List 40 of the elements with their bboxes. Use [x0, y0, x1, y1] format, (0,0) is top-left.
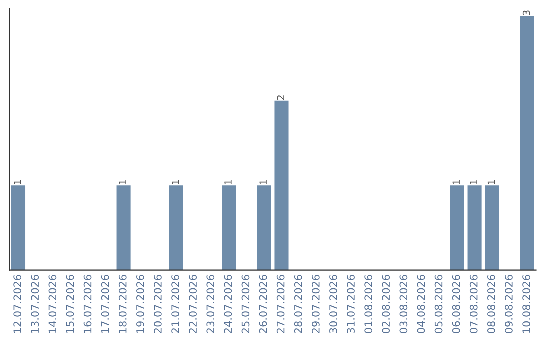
x-tick-label: 27.07.2026: [276, 275, 285, 334]
data-label: 1: [260, 180, 267, 185]
data-label: 1: [119, 180, 126, 185]
x-tick-label: 24.07.2026: [224, 275, 232, 334]
x-tick-label: 02.08.2026: [382, 275, 390, 334]
x-tick-label: 28.07.2026: [294, 275, 302, 334]
data-label: 3: [522, 10, 530, 16]
x-tick-label: 18.07.2026: [118, 275, 127, 333]
x-tick-label: 15.07.2026: [66, 275, 74, 333]
data-label: 2: [277, 96, 284, 100]
x-tick-label: 12.07.2026: [14, 275, 22, 333]
x-tick-label: 19.07.2026: [136, 275, 144, 333]
data-label: 1: [224, 180, 232, 185]
x-tick-label: 13.07.2026: [31, 275, 40, 333]
x-tick-label: 23.07.2026: [206, 275, 215, 334]
x-tick-label: 03.08.2026: [400, 275, 408, 334]
x-tick-label: 22.07.2026: [189, 275, 198, 334]
x-tick-label: 10.08.2026: [522, 275, 530, 333]
data-label: 1: [452, 180, 460, 185]
x-tick-label: 31.07.2026: [347, 275, 355, 334]
x-tick-label: 01.08.2026: [364, 275, 373, 334]
x-tick-label: 21.07.2026: [172, 275, 180, 334]
x-tick-label: 16.07.2026: [84, 275, 92, 333]
x-tick-label: 25.07.2026: [242, 275, 250, 334]
data-label: 1: [14, 180, 22, 185]
x-tick-label: 14.07.2026: [48, 275, 57, 333]
x-tick-label: 05.08.2026: [434, 275, 443, 334]
x-tick-label: 08.08.2026: [487, 275, 496, 334]
x-tick-label: 06.08.2026: [452, 275, 460, 334]
x-tick-label: 17.07.2026: [101, 275, 110, 333]
x-tick-label: 09.08.2026: [505, 275, 513, 334]
x-tick-label: 07.08.2026: [470, 275, 478, 334]
data-label: 1: [488, 180, 496, 185]
x-tick-label: 04.08.2026: [417, 275, 426, 334]
data-label: 1: [172, 180, 180, 185]
x-tick-label: 29.07.2026: [312, 275, 320, 334]
x-tick-label: 26.07.2026: [259, 275, 268, 334]
x-tick-label: 30.07.2026: [330, 275, 338, 334]
x-tick-label: 20.07.2026: [154, 275, 162, 334]
data-label: 1: [470, 180, 478, 185]
